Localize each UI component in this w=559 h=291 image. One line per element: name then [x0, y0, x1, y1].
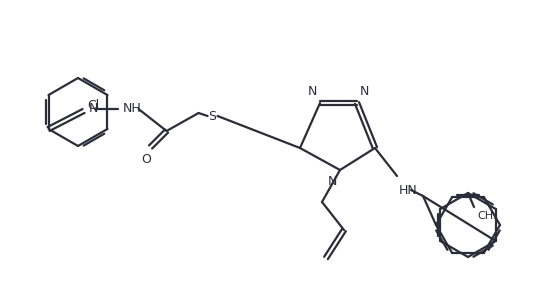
Text: S: S [209, 109, 216, 123]
Text: N: N [307, 85, 317, 98]
Text: N: N [360, 85, 369, 98]
Text: CH₃: CH₃ [477, 211, 498, 221]
Text: NH: NH [122, 102, 141, 116]
Text: O: O [141, 153, 151, 166]
Text: Cl: Cl [87, 99, 100, 112]
Text: HN: HN [399, 184, 418, 197]
Text: N: N [88, 102, 98, 116]
Text: N: N [328, 175, 337, 188]
